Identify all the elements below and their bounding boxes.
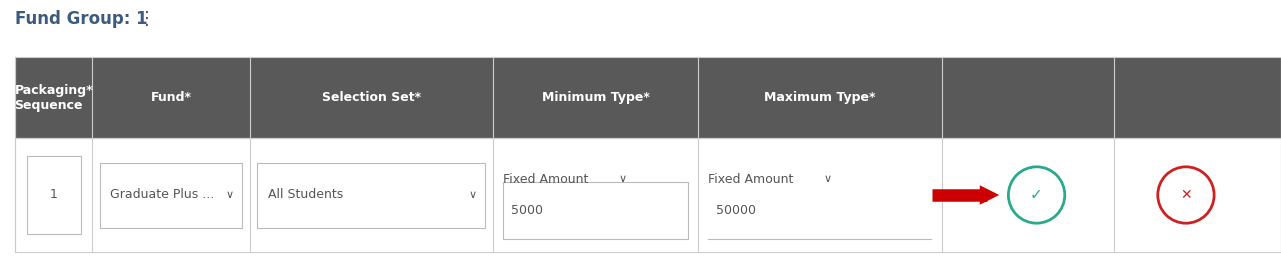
- Text: ∨: ∨: [225, 190, 233, 200]
- Text: ∨: ∨: [619, 174, 626, 184]
- Text: ✓: ✓: [1030, 187, 1043, 203]
- Text: Fund Group: 1: Fund Group: 1: [15, 10, 149, 28]
- Text: ⋮: ⋮: [138, 10, 156, 28]
- Text: All Students: All Students: [268, 188, 343, 202]
- Text: ∨: ∨: [824, 174, 831, 184]
- FancyBboxPatch shape: [27, 156, 81, 234]
- Text: Fund*: Fund*: [150, 91, 192, 104]
- Ellipse shape: [1008, 167, 1065, 223]
- Text: ∨: ∨: [469, 190, 477, 200]
- Ellipse shape: [1158, 167, 1214, 223]
- Text: 1: 1: [50, 188, 58, 202]
- Text: ✕: ✕: [1180, 188, 1191, 202]
- Text: 5000: 5000: [511, 204, 543, 217]
- FancyBboxPatch shape: [15, 138, 1281, 252]
- Text: Graduate Plus ...: Graduate Plus ...: [110, 188, 214, 202]
- Text: Minimum Type*: Minimum Type*: [542, 91, 649, 104]
- FancyBboxPatch shape: [15, 57, 1281, 138]
- FancyBboxPatch shape: [257, 162, 485, 228]
- Text: Maximum Type*: Maximum Type*: [763, 91, 876, 104]
- Text: Fixed Amount: Fixed Amount: [708, 173, 794, 186]
- Text: Packaging*
Sequence: Packaging* Sequence: [14, 83, 94, 112]
- Text: Selection Set*: Selection Set*: [322, 91, 421, 104]
- FancyBboxPatch shape: [503, 182, 688, 239]
- FancyBboxPatch shape: [100, 162, 242, 228]
- Text: 50000: 50000: [716, 204, 756, 217]
- Text: Fixed Amount: Fixed Amount: [503, 173, 589, 186]
